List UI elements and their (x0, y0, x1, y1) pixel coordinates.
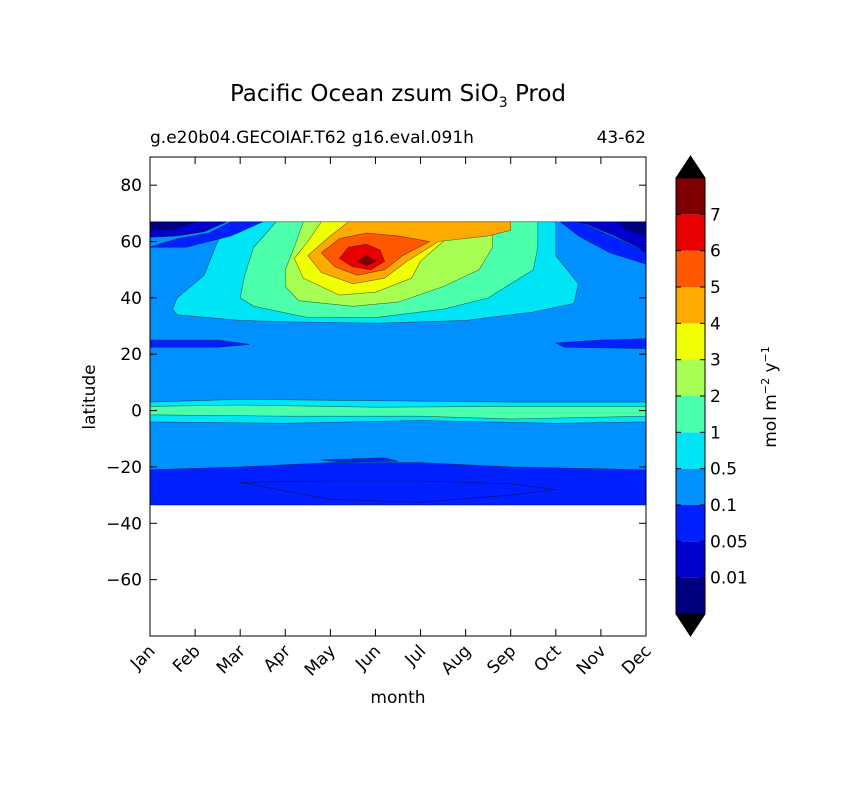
chart-title: Pacific Ocean zsum SiO3 Prod (230, 81, 566, 111)
colorbar-tick-label: 0.1 (710, 496, 737, 516)
colorbar-swatch (676, 396, 705, 433)
band-0.05-0.1-dec (559, 221, 646, 265)
colorbar-label: mol m−2 y−1 (759, 346, 781, 448)
x-tick-label: Mar (213, 641, 250, 678)
y-axis-label: latitude (80, 364, 100, 429)
y-tick-label: 60 (120, 233, 142, 253)
band-1-2-equator (150, 404, 646, 420)
colorbar: 0.01 0.05 0.1 0.5 1 2 3 4 5 6 7 (675, 155, 748, 637)
y-tick-label: 40 (120, 289, 142, 309)
colorbar-swatch (676, 287, 705, 324)
x-tick-label: Dec (618, 641, 655, 678)
x-tick-label: Apr (260, 641, 295, 676)
band-0.05-0.1-south-inner (240, 480, 556, 503)
plot-area (149, 156, 647, 637)
colorbar-tick-label: 7 (710, 205, 721, 225)
colorbar-swatch (676, 359, 705, 396)
colorbar-tick-label: 4 (710, 314, 721, 334)
y-tick-label: 0 (131, 402, 142, 422)
colorbar-swatch (676, 468, 705, 505)
colorbar-swatch (676, 323, 705, 360)
x-tick-label: Aug (438, 641, 476, 679)
band-0.05-0.1-jan (150, 221, 263, 248)
band-0.05-0.1-south-patch (321, 457, 399, 463)
band-6-7 (338, 243, 385, 271)
y-tick-label: −20 (106, 458, 142, 478)
colorbar-swatch (676, 178, 705, 215)
colorbar-tick-label: 0.01 (710, 569, 748, 589)
y-tick-label: 20 (120, 345, 142, 365)
band-lt-0.01-jan (150, 221, 196, 231)
x-tick-label: Feb (169, 641, 204, 676)
x-tick-label: Oct (530, 641, 565, 676)
x-tick-label: Sep (483, 641, 520, 678)
colorbar-tick-label: 5 (710, 278, 721, 298)
subtitle-left: g.e20b04.GECOIAF.T62 g16.eval.091h (150, 128, 474, 148)
band-0.05-0.1-north-right (555, 338, 646, 349)
colorbar-tick-label: 2 (710, 387, 721, 407)
colorbar-tick-label: 0.5 (710, 460, 737, 480)
colorbar-swatch (676, 250, 705, 287)
x-tick-label: Jun (351, 641, 385, 675)
x-tick-label: Jul (401, 641, 430, 670)
subtitle-right: 43-62 (597, 128, 646, 148)
colorbar-tick-label: 3 (710, 351, 721, 371)
colorbar-swatch (676, 505, 705, 542)
colorbar-swatch (676, 214, 705, 251)
colorbar-extend-max (676, 156, 705, 178)
band-lt-0.01-dec (618, 221, 646, 237)
band-0.05-0.1-north-left (150, 339, 250, 348)
y-tick-label: 80 (120, 176, 142, 196)
plot-frame (149, 156, 647, 637)
colorbar-tick-label: 0.05 (710, 532, 748, 552)
colorbar-swatch (676, 432, 705, 469)
y-tick-label: −60 (106, 571, 142, 591)
y-tick-label: −40 (106, 514, 142, 534)
colorbar-swatch (676, 541, 705, 578)
y-axis: 80 60 40 20 0 −20 −40 −60 (106, 176, 646, 591)
band-over-7 (356, 255, 377, 266)
x-tick-label: May (301, 641, 340, 680)
x-tick-label: Nov (573, 641, 611, 679)
x-tick-label: Jan (126, 641, 159, 674)
colorbar-swatch (676, 577, 705, 614)
colorbar-tick-label: 6 (710, 242, 721, 262)
colorbar-tick-label: 1 (710, 423, 721, 443)
x-axis-label: month (370, 688, 425, 708)
colorbar-extend-min (676, 614, 705, 636)
contour-fill (150, 221, 646, 506)
